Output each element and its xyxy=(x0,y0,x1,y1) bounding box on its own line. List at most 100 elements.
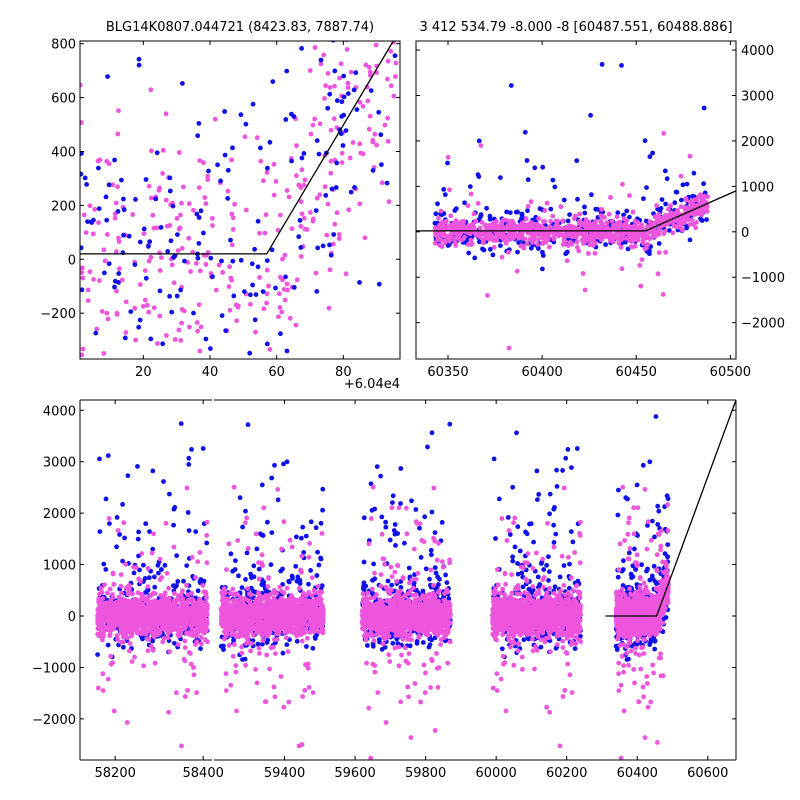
data-point-pink xyxy=(184,618,190,624)
data-point-pink xyxy=(245,586,251,592)
data-point-blue xyxy=(316,562,322,568)
data-point-blue xyxy=(250,401,255,406)
data-point-pink xyxy=(108,653,114,659)
data-point-pink xyxy=(298,199,304,205)
data-point-blue xyxy=(236,573,241,579)
data-point-pink xyxy=(142,268,148,273)
data-point-blue xyxy=(672,200,678,206)
data-point-blue xyxy=(198,646,203,651)
data-point-pink xyxy=(524,241,530,247)
data-point-pink xyxy=(122,606,128,612)
data-point-pink xyxy=(662,216,668,222)
data-point-blue xyxy=(307,9,312,14)
data-point-pink xyxy=(203,626,208,632)
data-point-blue xyxy=(250,101,256,107)
data-point-blue xyxy=(327,242,332,248)
data-point-pink xyxy=(175,597,181,603)
data-point-pink xyxy=(189,590,195,596)
data-point-blue xyxy=(186,455,192,461)
data-point-pink xyxy=(164,223,170,229)
data-point-pink xyxy=(330,241,336,247)
data-point-blue xyxy=(103,194,109,200)
data-point-pink xyxy=(101,351,107,356)
data-point-blue xyxy=(116,280,121,285)
data-point-blue xyxy=(264,341,270,347)
data-point-pink xyxy=(593,219,598,224)
data-point-blue xyxy=(171,583,176,588)
data-point-blue xyxy=(147,529,152,534)
data-point-blue xyxy=(225,196,231,201)
data-point-pink xyxy=(660,292,666,297)
data-point-pink xyxy=(536,236,541,242)
data-point-pink xyxy=(127,641,133,646)
data-point-pink xyxy=(177,608,182,614)
data-point-pink xyxy=(150,613,156,619)
data-point-blue xyxy=(297,218,303,223)
data-point-pink xyxy=(583,238,589,244)
data-point-pink xyxy=(574,239,580,245)
data-point-pink xyxy=(172,604,178,610)
data-point-pink xyxy=(348,69,354,75)
data-point-pink xyxy=(365,98,371,104)
data-point-pink xyxy=(182,694,188,699)
data-point-pink xyxy=(494,238,500,243)
data-point-pink xyxy=(128,625,134,631)
data-point-blue xyxy=(133,197,138,202)
data-point-pink xyxy=(321,52,327,58)
data-point-pink xyxy=(623,236,629,241)
data-point-pink xyxy=(114,310,120,316)
data-point-pink xyxy=(146,183,152,189)
data-point-blue xyxy=(119,177,124,183)
data-point-pink xyxy=(280,256,285,262)
data-point-pink xyxy=(151,605,157,611)
data-point-blue xyxy=(318,556,324,562)
data-point-pink xyxy=(110,570,116,576)
data-point-pink xyxy=(284,188,290,193)
data-point-pink xyxy=(197,348,203,354)
data-point-blue xyxy=(343,128,349,134)
data-point-pink xyxy=(259,552,265,558)
data-point-blue xyxy=(252,317,258,323)
data-point-pink xyxy=(95,685,101,691)
y-tick-label: −200 xyxy=(40,307,76,322)
data-point-pink xyxy=(457,236,462,242)
data-point-pink xyxy=(175,642,181,647)
data-point-pink xyxy=(163,111,169,117)
data-point-pink xyxy=(172,337,178,342)
data-point-blue xyxy=(701,181,706,187)
data-point-pink xyxy=(571,224,576,230)
data-point-blue xyxy=(258,145,263,151)
y-tick-label: 600 xyxy=(51,92,76,107)
data-point-blue xyxy=(168,358,173,363)
data-point-pink xyxy=(115,528,121,533)
data-point-blue xyxy=(452,208,458,213)
x-tick-label: 20 xyxy=(135,365,152,380)
data-point-pink xyxy=(543,239,549,244)
data-point-pink xyxy=(138,578,143,584)
data-point-pink xyxy=(184,485,190,491)
data-point-blue xyxy=(243,577,248,582)
data-point-pink xyxy=(324,232,330,238)
data-point-blue xyxy=(175,232,180,238)
data-point-pink xyxy=(388,83,394,89)
data-point-pink xyxy=(144,596,150,602)
data-point-pink xyxy=(520,243,525,249)
data-point-pink xyxy=(104,232,110,237)
data-point-pink xyxy=(393,60,399,66)
data-point-pink xyxy=(176,226,182,232)
y-tick-label: 3000 xyxy=(741,90,774,105)
data-point-pink xyxy=(99,623,104,629)
data-point-pink xyxy=(258,629,264,635)
data-point-blue xyxy=(269,247,275,253)
data-point-pink xyxy=(627,230,633,236)
data-point-blue xyxy=(105,642,111,648)
data-point-pink xyxy=(152,660,158,666)
data-point-pink xyxy=(254,680,260,686)
data-point-pink xyxy=(98,586,104,591)
data-point-pink xyxy=(386,199,392,205)
data-point-pink xyxy=(123,330,129,335)
data-point-pink xyxy=(245,628,251,634)
data-point-blue xyxy=(280,566,285,572)
data-point-pink xyxy=(179,743,184,749)
data-point-pink xyxy=(296,182,302,188)
